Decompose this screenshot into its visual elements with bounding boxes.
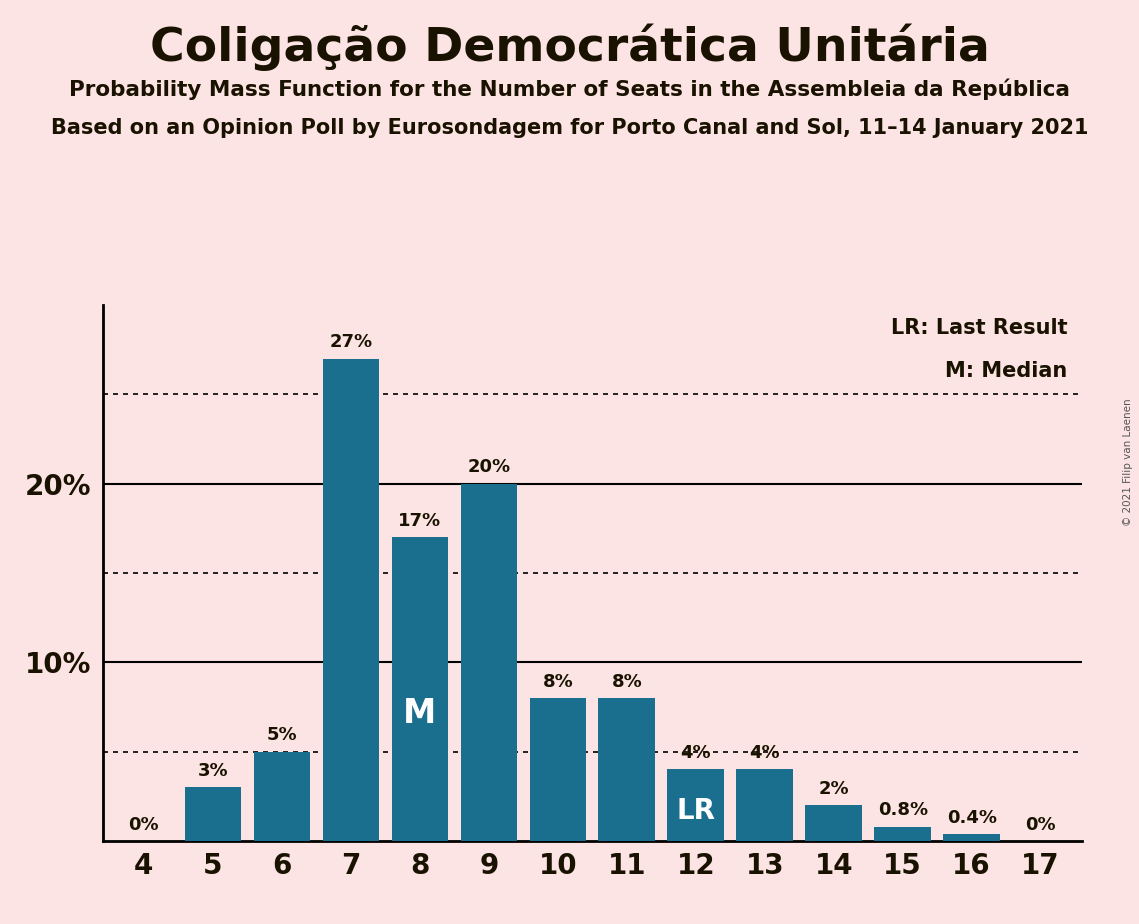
Text: LR: LR	[677, 796, 715, 825]
Bar	[598, 698, 655, 841]
Text: 3%: 3%	[197, 762, 228, 780]
Text: Probability Mass Function for the Number of Seats in the Assembleia da República: Probability Mass Function for the Number…	[69, 79, 1070, 100]
Bar	[460, 483, 517, 841]
Text: 0.4%: 0.4%	[947, 808, 997, 827]
Text: 0%: 0%	[1025, 816, 1056, 833]
Text: 2%: 2%	[819, 780, 849, 798]
Bar	[667, 770, 724, 841]
Text: M: Median: M: Median	[945, 361, 1067, 382]
Bar	[875, 827, 931, 841]
Text: 4%: 4%	[749, 744, 780, 762]
Text: 4%: 4%	[680, 744, 711, 762]
Bar	[737, 770, 793, 841]
Text: LR: Last Result: LR: Last Result	[891, 319, 1067, 338]
Bar	[392, 537, 448, 841]
Text: 17%: 17%	[399, 512, 442, 530]
Text: Coligação Democrática Unitária: Coligação Democrática Unitária	[149, 23, 990, 70]
Text: M: M	[403, 697, 436, 730]
Text: 27%: 27%	[329, 334, 372, 351]
Text: 8%: 8%	[542, 673, 573, 691]
Bar	[805, 805, 862, 841]
Text: 5%: 5%	[267, 726, 297, 745]
Text: 8%: 8%	[612, 673, 642, 691]
Text: Based on an Opinion Poll by Eurosondagem for Porto Canal and Sol, 11–14 January : Based on an Opinion Poll by Eurosondagem…	[51, 118, 1088, 139]
Bar	[943, 833, 1000, 841]
Text: 0%: 0%	[129, 816, 159, 833]
Bar	[322, 359, 379, 841]
Text: 20%: 20%	[467, 458, 510, 477]
Text: © 2021 Filip van Laenen: © 2021 Filip van Laenen	[1123, 398, 1133, 526]
Bar	[530, 698, 587, 841]
Bar	[254, 751, 310, 841]
Text: 0.8%: 0.8%	[878, 801, 928, 820]
Bar	[185, 787, 241, 841]
